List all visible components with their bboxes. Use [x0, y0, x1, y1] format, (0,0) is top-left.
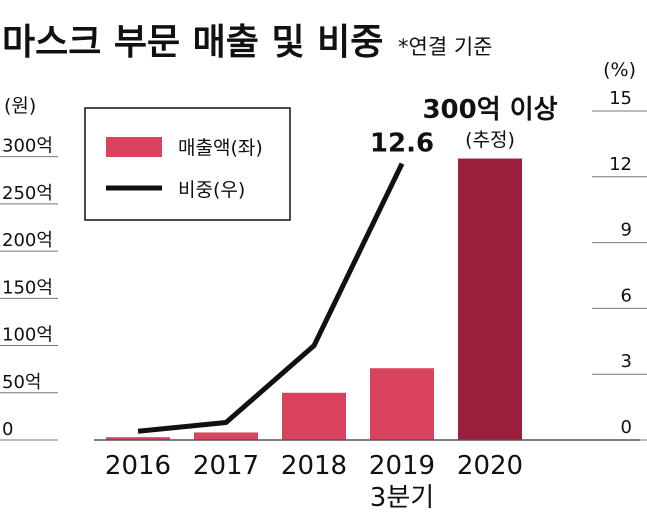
x-tick-label: 2017	[193, 451, 259, 481]
y-tick-label: 200억	[2, 230, 53, 251]
legend-swatch	[106, 137, 162, 157]
chart-subtitle: *연결 기준	[398, 35, 492, 59]
y2-tick-label: 0	[621, 417, 632, 438]
x-tick-label: 2016	[105, 451, 171, 481]
bar	[194, 432, 258, 440]
annotation: (추정)	[465, 129, 515, 151]
legend-label: 비중(우)	[178, 179, 245, 201]
y-unit: (원)	[4, 95, 36, 117]
y-tick-label: 300억	[2, 136, 53, 157]
y-tick-label: 150억	[2, 277, 53, 298]
y2-tick-label: 3	[621, 351, 632, 372]
y2-tick-label: 15	[609, 88, 632, 109]
legend-label: 매출액(좌)	[178, 137, 263, 159]
y-tick-label: 0	[2, 419, 13, 440]
x-sublabel: 3분기	[370, 483, 434, 513]
y-tick-label: 250억	[2, 183, 53, 204]
bar	[458, 158, 522, 441]
y2-tick-label: 6	[621, 285, 632, 306]
y-tick-label: 100억	[2, 325, 53, 346]
y-tick-label: 50억	[2, 372, 41, 393]
y2-tick-label: 12	[609, 154, 632, 175]
annotation: 300억 이상	[422, 95, 557, 125]
bar	[282, 392, 346, 440]
chart-title: 마스크 부문 매출 및 비중	[2, 22, 383, 63]
x-tick-label: 2020	[457, 451, 523, 481]
x-tick-label: 2018	[281, 451, 347, 481]
x-tick-label: 2019	[369, 451, 435, 481]
bar	[370, 368, 434, 440]
line	[137, 162, 405, 434]
y2-unit: (%)	[603, 59, 636, 81]
data-label: 12.6	[370, 129, 434, 159]
y2-tick-label: 9	[621, 220, 632, 241]
legend-box	[84, 107, 291, 221]
bar	[106, 437, 170, 440]
